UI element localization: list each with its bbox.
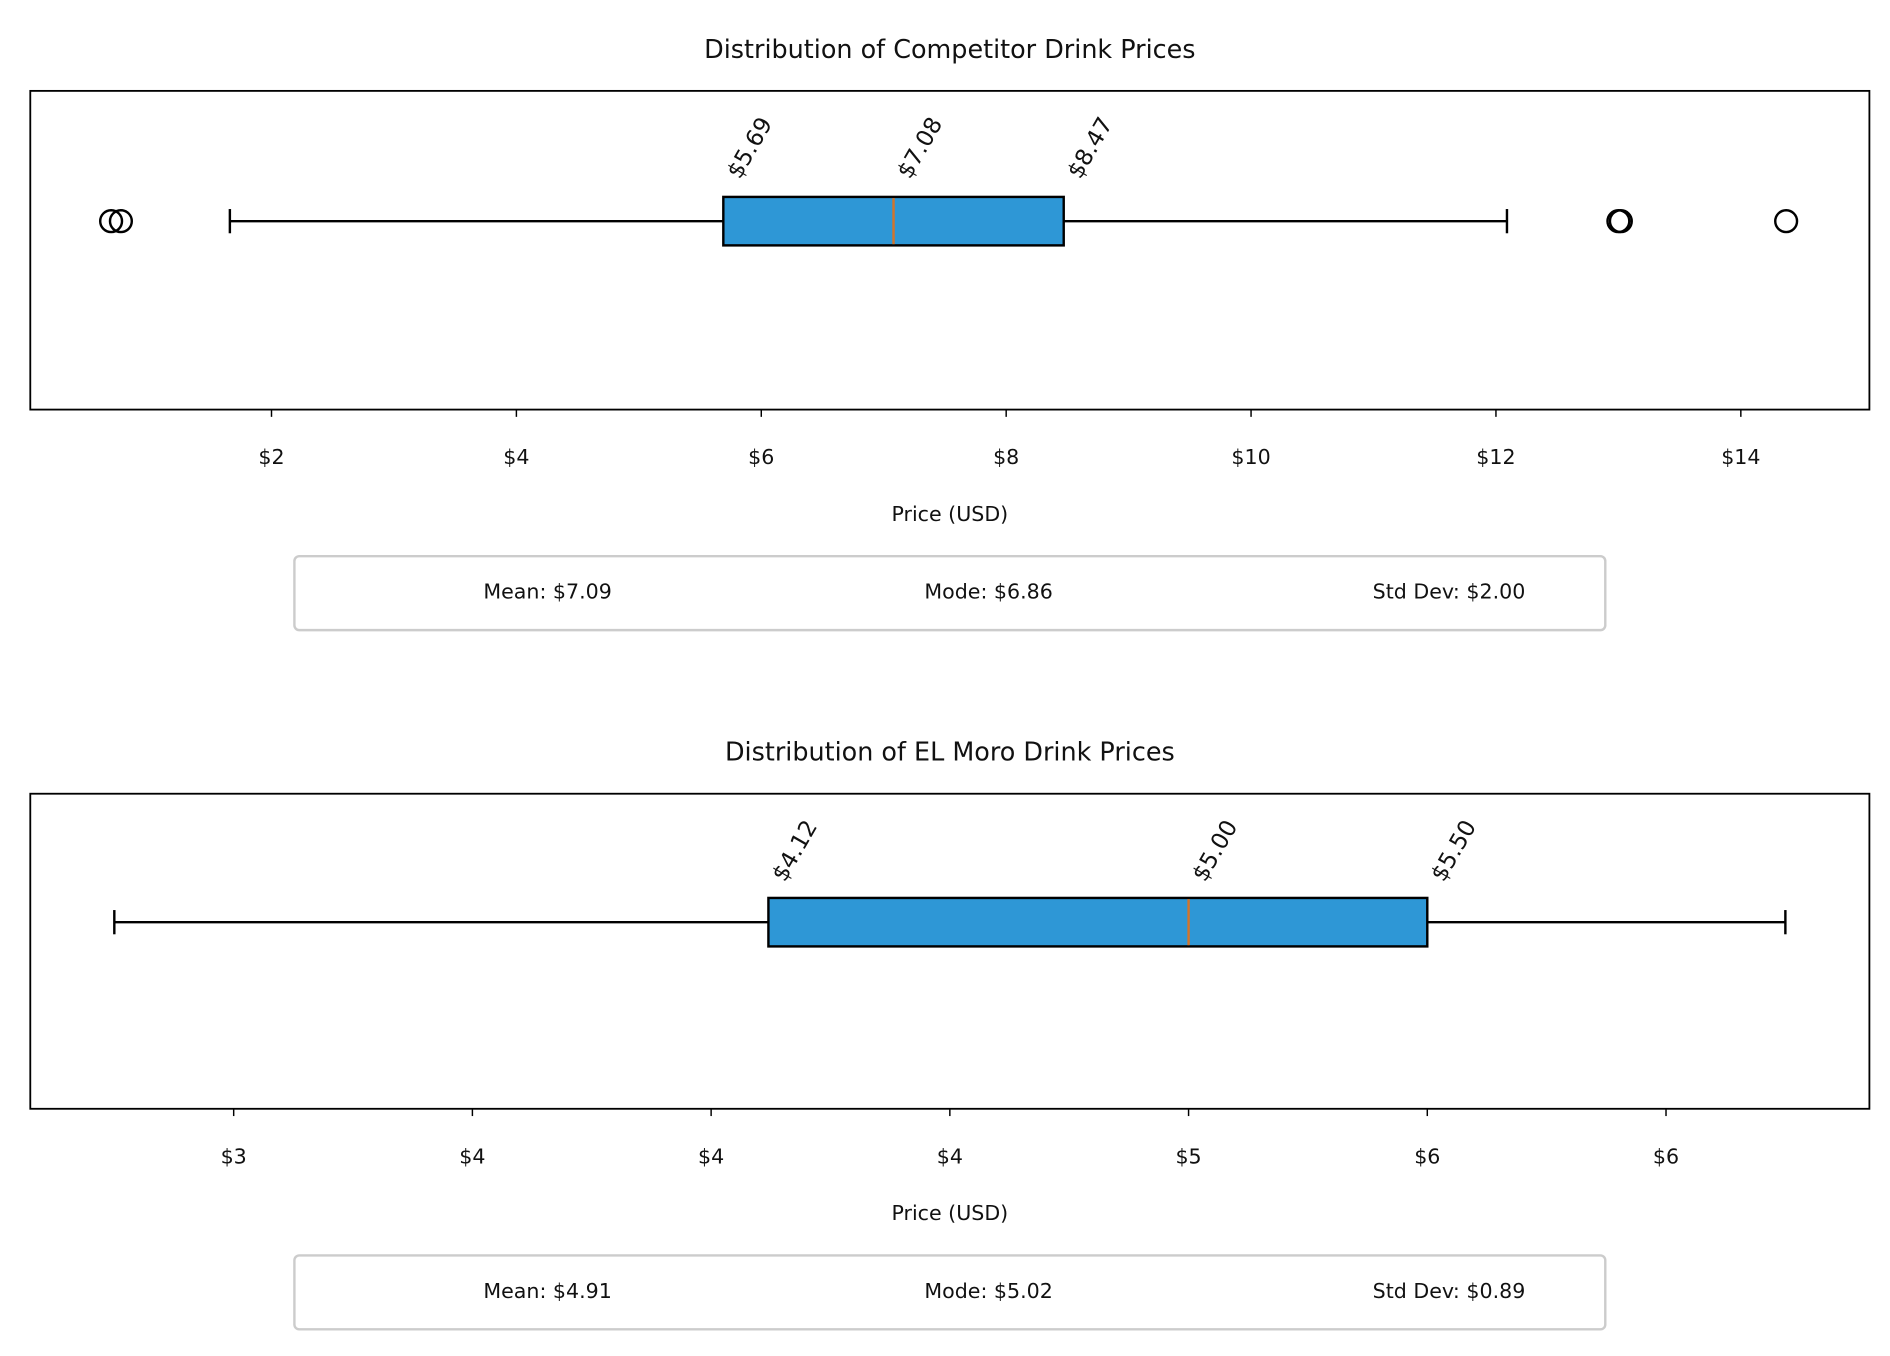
outlier (1608, 209, 1633, 234)
outlier (1774, 209, 1799, 234)
stats-box (293, 555, 1607, 632)
outlier (108, 209, 134, 234)
axes-frame (29, 89, 1871, 411)
x-tick-label: $3 (221, 1144, 247, 1168)
x-tick-label: $8 (993, 445, 1019, 469)
x-tick-label: $14 (1721, 445, 1760, 469)
x-axis-label: Price (USD) (891, 502, 1008, 526)
chart-title: Distribution of Competitor Drink Prices (704, 34, 1195, 64)
value-label: $7.08 (893, 113, 948, 183)
stats-text: Mean: $7.09 (483, 580, 611, 604)
outlier (98, 209, 124, 234)
x-tick-label: $4 (503, 445, 529, 469)
stats-box (293, 1254, 1607, 1331)
value-label: $5.69 (723, 113, 778, 183)
x-tick-label: $6 (1653, 1144, 1679, 1168)
x-tick-label: $12 (1476, 445, 1515, 469)
x-tick-label: $5 (1175, 1144, 1201, 1168)
stats-text: Std Dev: $2.00 (1373, 580, 1526, 604)
value-label: $4.12 (768, 816, 823, 886)
x-tick-label: $4 (698, 1144, 724, 1168)
stats-text: Std Dev: $0.89 (1373, 1279, 1526, 1303)
stats-text: Mean: $4.91 (483, 1279, 611, 1303)
stats-text: Mode: $5.02 (924, 1279, 1052, 1303)
x-tick-label: $4 (937, 1144, 963, 1168)
x-tick-label: $6 (1414, 1144, 1440, 1168)
box (767, 896, 1429, 948)
stats-text: Mode: $6.86 (924, 580, 1052, 604)
value-label: $5.50 (1427, 816, 1482, 886)
axes-frame (29, 792, 1871, 1110)
x-tick-label: $10 (1231, 445, 1270, 469)
x-axis-label: Price (USD) (891, 1201, 1008, 1225)
value-label: $8.47 (1063, 113, 1118, 183)
x-tick-label: $2 (258, 445, 284, 469)
x-tick-label: $4 (459, 1144, 485, 1168)
value-label: $5.00 (1188, 816, 1243, 886)
x-tick-label: $6 (748, 445, 774, 469)
chart-title: Distribution of EL Moro Drink Prices (725, 737, 1175, 767)
